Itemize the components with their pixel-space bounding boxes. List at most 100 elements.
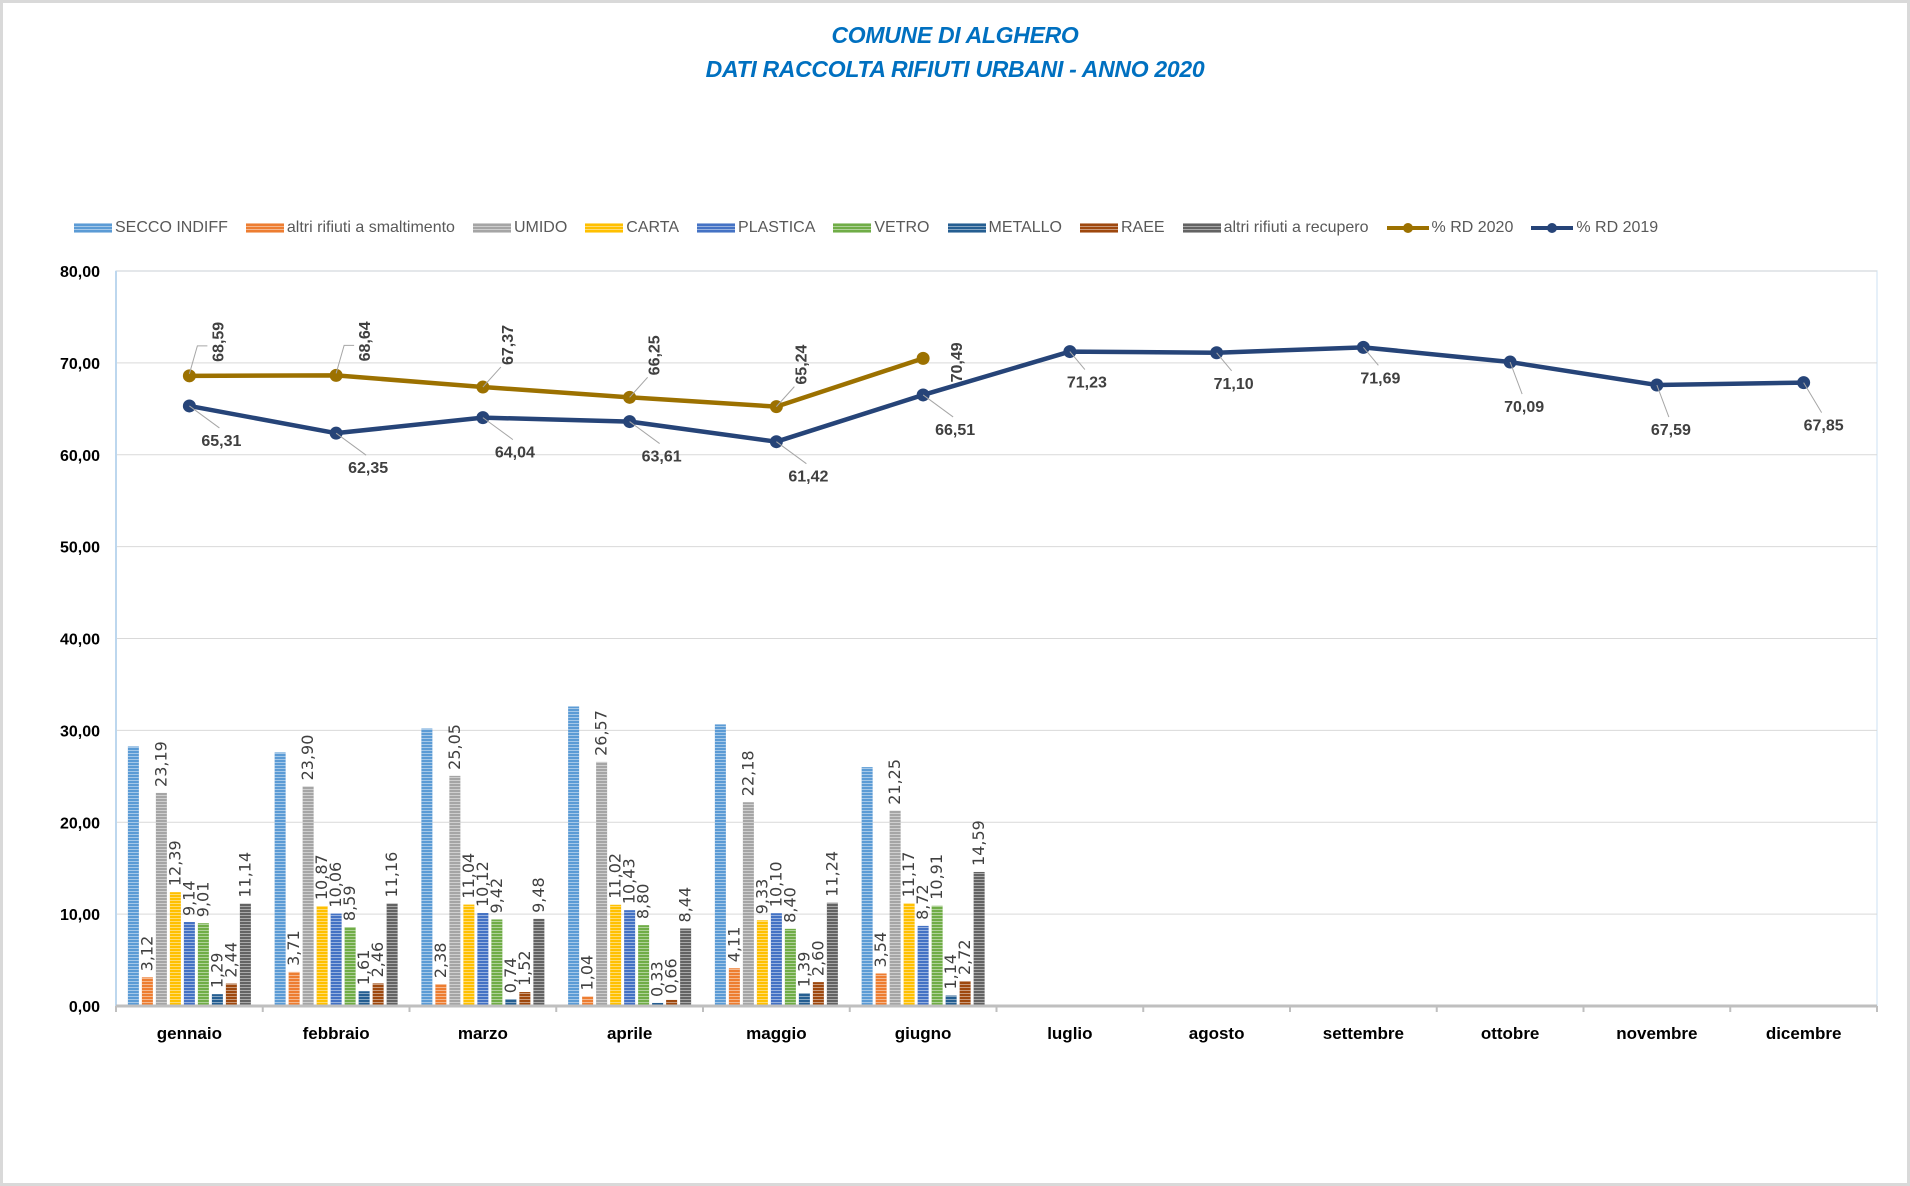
leader-line [1069,351,1086,370]
legend-label: VETRO [874,219,930,236]
bar-stripe-overlay [421,728,433,1006]
bar-stripe-overlay [211,994,223,1006]
bar-stripe-overlay [812,982,824,1006]
bar-stripe-overlay [903,903,915,1006]
legend-line-marker-icon [1386,221,1429,235]
bar-stripe-overlay [519,992,531,1006]
line-marker [329,368,343,382]
bar-data-label: 12,39 [165,840,184,886]
bar-stripe-overlay [931,905,943,1006]
bar-data-label: 8,59 [340,885,359,921]
legend-swatch-icon [74,223,112,233]
legend-item: % RD 2019 [1531,219,1658,237]
bar-data-label: 11,02 [606,853,625,899]
line-data-label: 62,35 [348,460,388,477]
line-data-label: 67,85 [1804,418,1844,435]
legend-swatch-icon [1080,223,1118,233]
legend-swatch-icon [245,223,284,233]
line-data-label: 66,25 [647,335,664,375]
chart-title-line1: COMUNE DI ALGHERO [831,22,1079,48]
bar-stripe-overlay [183,922,195,1006]
bar-stripe-overlay [435,984,447,1006]
leader-line [1803,382,1823,413]
legend-label: CARTA [626,219,680,236]
legend-item: CARTA [585,219,679,237]
legend-swatch-icon [1182,223,1221,233]
legend-label: % RD 2019 [1576,219,1659,236]
bar-data-label: 1,04 [578,955,597,991]
bar-data-label: 1,29 [207,953,226,989]
x-tick-label: novembre [1616,1024,1697,1043]
bar-stripe-overlay [973,871,985,1006]
x-tick-label: agosto [1189,1024,1245,1043]
line-data-label: 65,31 [201,433,241,450]
bar-stripe-overlay [274,752,286,1006]
legend-label: METALLO [988,219,1063,236]
y-tick-label: 70,00 [60,356,100,373]
bar-stripe-overlay [798,993,810,1006]
bar-data-label: 2,38 [431,943,450,979]
bar-data-label: 21,25 [885,759,904,805]
bar-data-label: 22,18 [738,750,757,796]
bar-data-label: 0,74 [501,958,520,994]
leader-line [482,366,502,388]
bar-data-label: 0,33 [648,961,667,997]
line-data-label: 64,04 [495,445,535,462]
bar-stripe-overlay [728,968,740,1006]
legend-swatch-icon [585,223,624,233]
bar-stripe-overlay [826,902,838,1006]
line-data-label: 68,59 [210,322,227,362]
leader-line [189,405,220,429]
legend-swatch-icon [947,223,986,233]
bar-stripe-overlay [316,906,328,1006]
bar-stripe-overlay [463,904,475,1006]
line-marker [916,351,930,365]
legend-item: altri rifiuti a recupero [1182,219,1369,237]
bar-stripe-overlay [477,913,489,1006]
bar-stripe-overlay [358,991,370,1006]
legend-swatch-icon [833,223,872,233]
bar-data-label: 0,66 [662,958,681,994]
y-tick-label: 40,00 [60,632,100,649]
legend-label: PLASTICA [738,219,816,236]
legend-item: altri rifiuti a smaltimento [245,219,455,237]
leader-line [776,441,807,465]
x-tick-label: dicembre [1766,1024,1842,1043]
bar-stripe-overlay [344,927,356,1006]
x-tick-label: marzo [458,1024,508,1043]
bar-data-label: 1,61 [354,950,373,986]
bar-stripe-overlay [714,724,726,1006]
line-data-label: 63,61 [642,449,682,466]
bar-stripe-overlay [197,923,209,1006]
bar-stripe-overlay [742,802,754,1006]
leader-line [335,432,367,456]
leader-line [482,417,514,441]
bar-stripe-overlay [155,792,167,1006]
x-tick-label: febbraio [303,1024,370,1043]
legend-label: UMIDO [513,219,568,236]
legend-item: SECCO INDIFF [74,219,228,237]
bar-data-label: 23,90 [298,735,317,781]
y-tick-label: 80,00 [60,264,100,281]
line-data-label: 67,59 [1651,422,1691,439]
bar-stripe-overlay [127,746,139,1006]
bar-data-label: 9,14 [179,880,198,916]
bar-data-label: 10,12 [473,861,492,907]
legend-label: RAEE [1121,219,1165,236]
bar-data-label: 3,71 [284,930,303,966]
bar-data-label: 11,17 [899,852,918,898]
line-data-label: 65,24 [793,344,810,384]
leader-line [188,345,208,374]
x-tick-label: aprile [607,1024,652,1043]
leader-line [776,386,795,407]
bar-data-label: 8,72 [913,884,932,920]
bar-data-label: 10,43 [620,858,639,904]
bar-stripe-overlay [610,904,622,1006]
bar-stripe-overlay [505,999,517,1006]
legend-label: % RD 2020 [1431,219,1514,236]
bar-stripe-overlay [449,775,461,1006]
bar-data-label: 11,16 [382,852,401,898]
legend-item: PLASTICA [697,219,815,237]
bar-data-label: 8,80 [634,884,653,920]
bar-data-label: 2,46 [368,942,387,978]
